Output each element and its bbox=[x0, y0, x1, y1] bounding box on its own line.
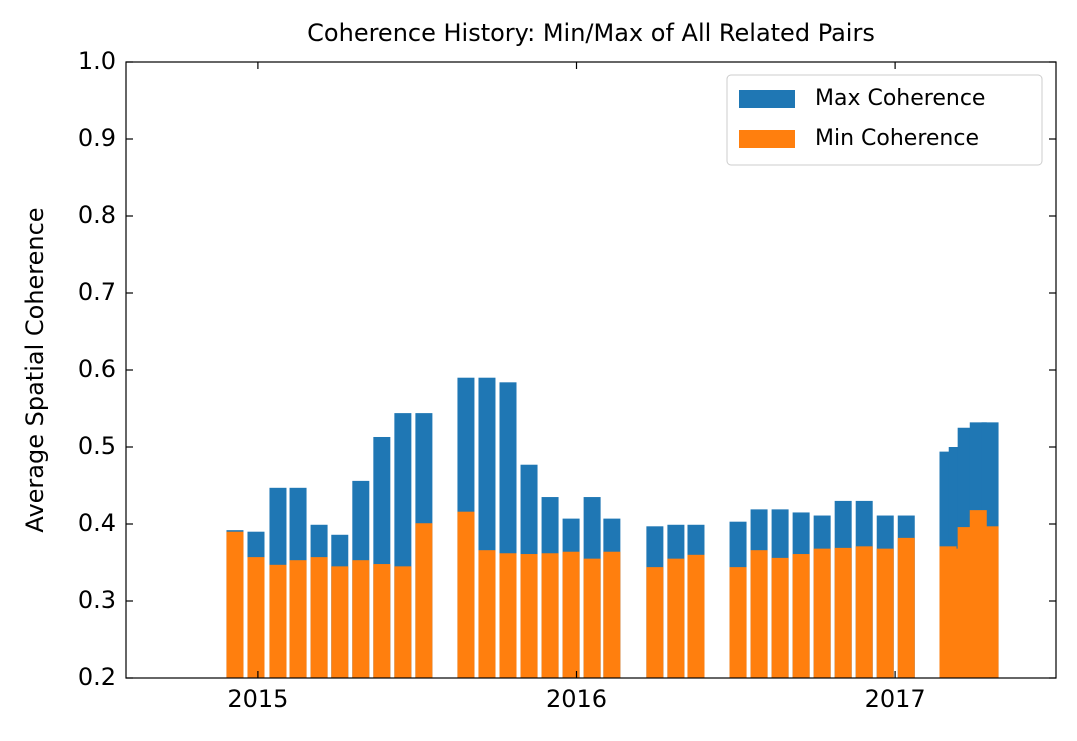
bar bbox=[750, 550, 768, 678]
bar bbox=[269, 564, 287, 678]
bar bbox=[687, 554, 705, 678]
legend-label: Max Coherence bbox=[815, 86, 985, 111]
y-tick-label: 0.3 bbox=[78, 586, 116, 614]
y-tick-label: 0.6 bbox=[78, 355, 116, 383]
x-tick-label: 2016 bbox=[546, 685, 607, 713]
legend-swatch bbox=[739, 90, 795, 108]
y-tick-label: 0.7 bbox=[78, 278, 116, 306]
bar bbox=[541, 553, 559, 678]
x-tick-label: 2017 bbox=[865, 685, 926, 713]
bar bbox=[415, 523, 433, 678]
bar bbox=[478, 550, 496, 678]
bar bbox=[520, 554, 538, 678]
bar bbox=[771, 557, 789, 678]
legend-label: Min Coherence bbox=[815, 126, 979, 151]
bar bbox=[373, 564, 391, 678]
y-tick-label: 0.8 bbox=[78, 201, 116, 229]
bar bbox=[897, 537, 915, 678]
bar bbox=[331, 566, 349, 678]
y-tick-label: 0.4 bbox=[78, 509, 116, 537]
bar bbox=[310, 557, 328, 678]
bar bbox=[729, 567, 747, 678]
bar bbox=[813, 548, 831, 678]
bar bbox=[247, 557, 265, 678]
bar bbox=[226, 531, 244, 678]
y-tick-label: 0.2 bbox=[78, 663, 116, 691]
bar bbox=[646, 567, 664, 678]
bar bbox=[876, 548, 894, 678]
bar bbox=[457, 511, 475, 678]
bar bbox=[834, 547, 852, 678]
bar bbox=[394, 566, 412, 678]
bar bbox=[855, 546, 873, 678]
chart-title: Coherence History: Min/Max of All Relate… bbox=[307, 19, 875, 47]
y-tick-label: 1.0 bbox=[78, 47, 116, 75]
y-tick-label: 0.9 bbox=[78, 124, 116, 152]
bar bbox=[583, 558, 601, 678]
bar bbox=[499, 553, 517, 678]
legend-box bbox=[726, 74, 1043, 166]
y-tick-label: 0.5 bbox=[78, 432, 116, 460]
legend-swatch bbox=[739, 130, 795, 148]
bar bbox=[792, 554, 810, 678]
y-axis-label: Average Spatial Coherence bbox=[21, 207, 49, 532]
bar bbox=[562, 551, 580, 678]
bar bbox=[981, 526, 999, 678]
bar bbox=[289, 560, 307, 678]
bar bbox=[352, 560, 370, 678]
bar bbox=[603, 551, 621, 678]
x-tick-label: 2015 bbox=[227, 685, 288, 713]
bar bbox=[667, 558, 685, 678]
